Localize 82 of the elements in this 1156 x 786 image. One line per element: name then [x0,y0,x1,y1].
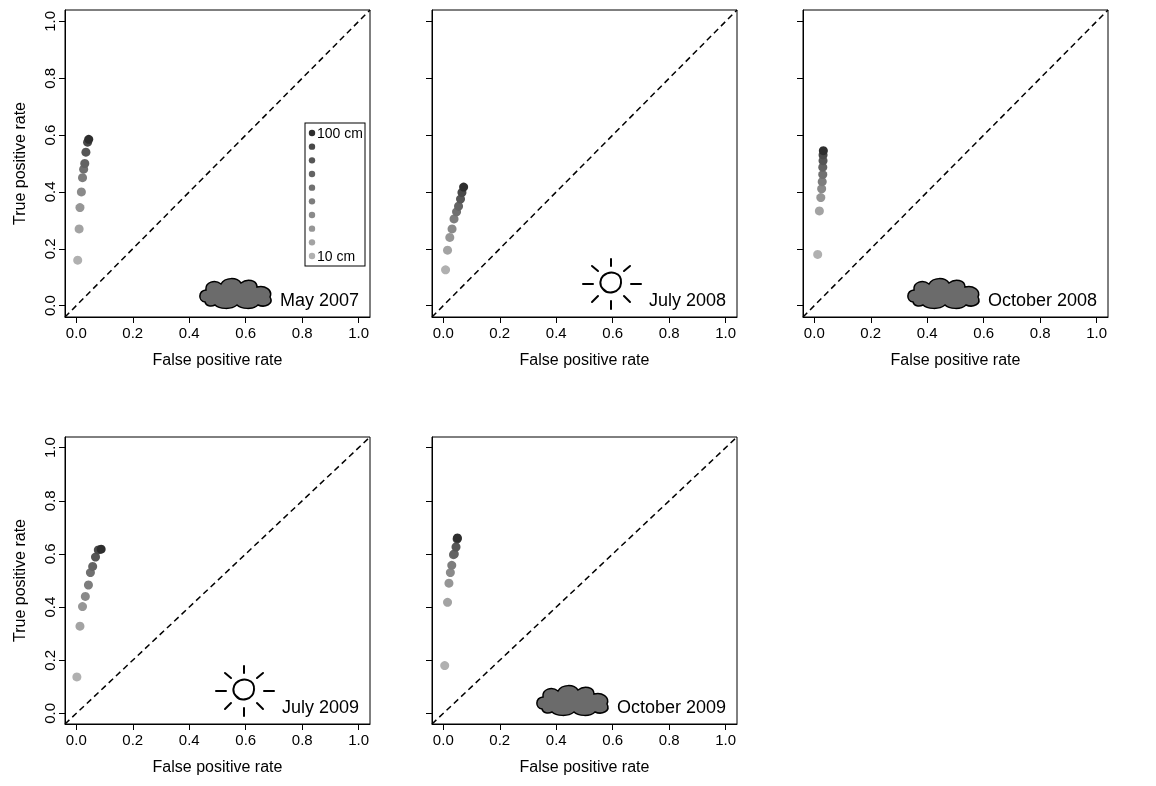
text: July 2009 [281,697,360,717]
point [443,245,453,255]
point [441,265,451,275]
point [75,621,85,631]
point [78,602,88,612]
point [80,591,90,601]
x-tick-label: 0.8 [1029,324,1051,341]
point [76,187,86,197]
x-tick-label: 0.0 [65,731,87,748]
point [818,146,828,156]
x-tick-label: 1.0 [1086,324,1108,341]
x-axis-title: False positive rate [152,350,283,368]
y-tick-label: 1.0 [41,10,58,32]
point [91,552,100,562]
y-tick-label: 1.0 [41,437,58,459]
point [816,193,826,203]
colour-key: 100 cm 10 cm [304,122,366,267]
x-tick-label: 0.8 [291,731,313,748]
x-axis-title: False positive rate [152,757,283,775]
text: May 2007 [279,290,360,310]
point [73,255,83,265]
x-axis-title: False positive rate [890,350,1021,368]
y-tick-label: 0.8 [41,490,58,512]
y-tick-label: 0.6 [41,124,58,146]
y-axis-title: True positive rate [10,101,28,226]
x-tick-label: 0.6 [602,324,624,341]
x-tick-label: 0.4 [916,324,938,341]
y-tick-label: 0.0 [41,702,58,724]
point [445,232,455,242]
point [88,561,98,571]
point [813,249,823,259]
x-axis-title: False positive rate [519,350,650,368]
x-tick-label: 1.0 [348,324,370,341]
x-tick-label: 0.0 [432,731,454,748]
text: July 2008 [648,290,727,310]
point [818,170,828,180]
y-tick-label: 0.8 [41,67,58,89]
x-tick-label: 0.6 [602,731,624,748]
x-axis-title: False positive rate [519,757,650,775]
text: October 2009 [616,697,727,717]
annotation: 100 cm [317,125,363,141]
point [74,224,84,234]
x-tick-label: 0.2 [860,324,882,341]
annotation: 10 cm [317,248,356,264]
x-tick-label: 0.6 [235,731,257,748]
point [447,224,457,234]
y-tick-label: 0.0 [41,295,58,317]
x-tick-label: 0.4 [178,731,200,748]
x-tick-label: 0.0 [432,324,454,341]
x-tick-label: 1.0 [715,731,737,748]
y-axis-title: True positive rate [10,518,28,643]
x-tick-label: 0.8 [658,324,680,341]
x-tick-label: 0.2 [122,731,144,748]
x-tick-label: 1.0 [348,731,370,748]
point [83,580,93,590]
point [80,159,90,168]
x-tick-label: 0.2 [489,731,511,748]
x-tick-label: 0.2 [122,324,144,341]
x-tick-label: 0.8 [658,731,680,748]
y-tick-label: 0.2 [41,238,58,260]
x-tick-label: 0.0 [803,324,825,341]
x-tick-label: 0.0 [65,324,87,341]
point [814,206,824,216]
x-tick-label: 0.6 [973,324,995,341]
text: October 2008 [987,290,1098,310]
x-tick-label: 0.4 [545,324,567,341]
point [459,182,469,192]
x-tick-label: 0.4 [178,324,200,341]
x-tick-label: 0.8 [291,324,313,341]
point [81,147,91,157]
y-tick-label: 0.4 [41,181,58,203]
y-tick-label: 0.4 [41,596,58,618]
point [78,173,88,183]
x-tick-label: 0.2 [489,324,511,341]
x-tick-label: 1.0 [715,324,737,341]
y-tick-label: 0.6 [41,543,58,565]
x-tick-label: 0.4 [545,731,567,748]
point [72,672,82,682]
x-tick-label: 0.6 [235,324,257,341]
y-tick-label: 0.2 [41,649,58,671]
point [454,201,464,211]
point [75,203,85,213]
